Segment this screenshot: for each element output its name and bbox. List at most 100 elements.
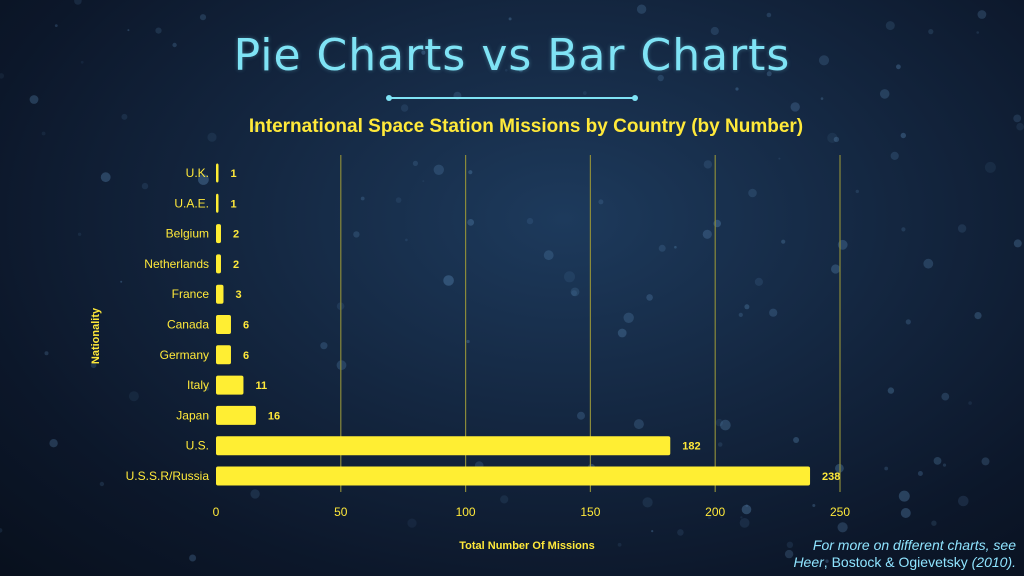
background-dot (901, 227, 906, 232)
category-label: U.K. (186, 166, 209, 180)
credit-note: For more on different charts, see Heer, … (793, 537, 1016, 571)
background-dot (508, 17, 512, 21)
background-dot (917, 471, 923, 476)
background-dot (818, 55, 830, 66)
background-dot (707, 515, 712, 519)
x-axis-title: Total Number Of Missions (459, 540, 594, 552)
background-dot (900, 508, 911, 518)
background-dot (879, 89, 890, 99)
background-dot (928, 29, 934, 35)
background-dot (127, 29, 130, 32)
background-dot (466, 339, 470, 344)
background-dot (564, 271, 575, 283)
background-dot (896, 64, 901, 70)
background-dot (739, 518, 750, 528)
background-dot (977, 10, 987, 19)
background-dot (778, 157, 781, 160)
value-label: 1 (231, 168, 237, 180)
background-dot (270, 126, 275, 131)
background-dot (740, 516, 743, 519)
background-dot (623, 312, 634, 323)
value-label: 2 (233, 259, 239, 271)
background-dot (715, 418, 723, 427)
title-divider (386, 95, 638, 101)
background-dot (741, 504, 752, 515)
value-label: 16 (268, 410, 280, 422)
category-label: Belgium (166, 227, 209, 241)
background-dot (984, 161, 996, 173)
value-label: 6 (243, 320, 249, 332)
background-dot (617, 328, 627, 338)
background-dot (633, 419, 644, 430)
bar (216, 193, 219, 213)
credit-line-1: For more on different charts, see (812, 537, 1016, 553)
bar (216, 405, 256, 425)
background-dot (887, 387, 895, 394)
background-dot (121, 113, 128, 120)
background-dot (44, 351, 49, 356)
background-dot (336, 360, 347, 371)
background-dot (320, 342, 328, 350)
background-dot (155, 27, 162, 34)
background-dot (407, 518, 417, 528)
background-dot (827, 132, 838, 143)
x-tick-label: 150 (580, 505, 600, 519)
background-dot (905, 319, 911, 325)
background-dot (582, 91, 587, 95)
x-tick-label: 50 (334, 505, 348, 519)
background-dot (735, 87, 739, 91)
x-tick-label: 200 (705, 505, 725, 519)
background-dot (617, 542, 622, 547)
background-dot (422, 180, 425, 183)
background-dot (363, 43, 369, 49)
background-dot (49, 439, 58, 448)
background-dot (120, 280, 123, 283)
background-dot (571, 290, 577, 296)
value-label: 11 (255, 380, 267, 392)
background-dot (890, 151, 899, 160)
background-dot (855, 189, 859, 194)
category-label: Netherlands (144, 257, 209, 271)
background-dot (720, 419, 731, 431)
background-dot (54, 24, 58, 27)
background-dot (0, 73, 5, 79)
background-dot (931, 520, 937, 526)
background-dot (820, 97, 824, 100)
background-dot (395, 197, 402, 203)
background-dot (543, 250, 554, 261)
category-label: Italy (187, 378, 209, 392)
background-dot (833, 136, 840, 143)
value-label: 6 (243, 350, 249, 362)
background-dot (942, 463, 947, 467)
background-dot (467, 219, 475, 226)
background-dot (677, 529, 684, 536)
background-dot (885, 21, 895, 31)
background-dot (172, 42, 177, 48)
bar (216, 224, 221, 244)
background-dot (837, 522, 848, 533)
background-dot (769, 308, 778, 317)
background-dot (405, 238, 408, 242)
y-axis-title: Nationality (90, 307, 102, 364)
background-dot (189, 554, 197, 562)
category-label: Germany (160, 348, 209, 362)
background-dot (353, 231, 360, 238)
background-dot (577, 411, 585, 420)
credit-year: (2010). (967, 554, 1016, 570)
value-label: 238 (822, 471, 840, 483)
background-dot (74, 0, 82, 5)
background-dot (968, 401, 972, 405)
category-label: U.S.S.R/Russia (126, 469, 210, 483)
category-label: U.A.E. (174, 196, 209, 210)
bar (216, 284, 224, 304)
background-dot (1013, 239, 1022, 248)
background-dot (250, 489, 260, 499)
background-dot (790, 102, 800, 112)
background-dot (812, 504, 816, 507)
bar (216, 315, 231, 334)
background-dot (702, 229, 712, 239)
background-dot (642, 497, 653, 508)
credit-line-2: Heer, Bostock & Ogievetsky (2010). (793, 554, 1016, 571)
background-dot (748, 188, 757, 198)
